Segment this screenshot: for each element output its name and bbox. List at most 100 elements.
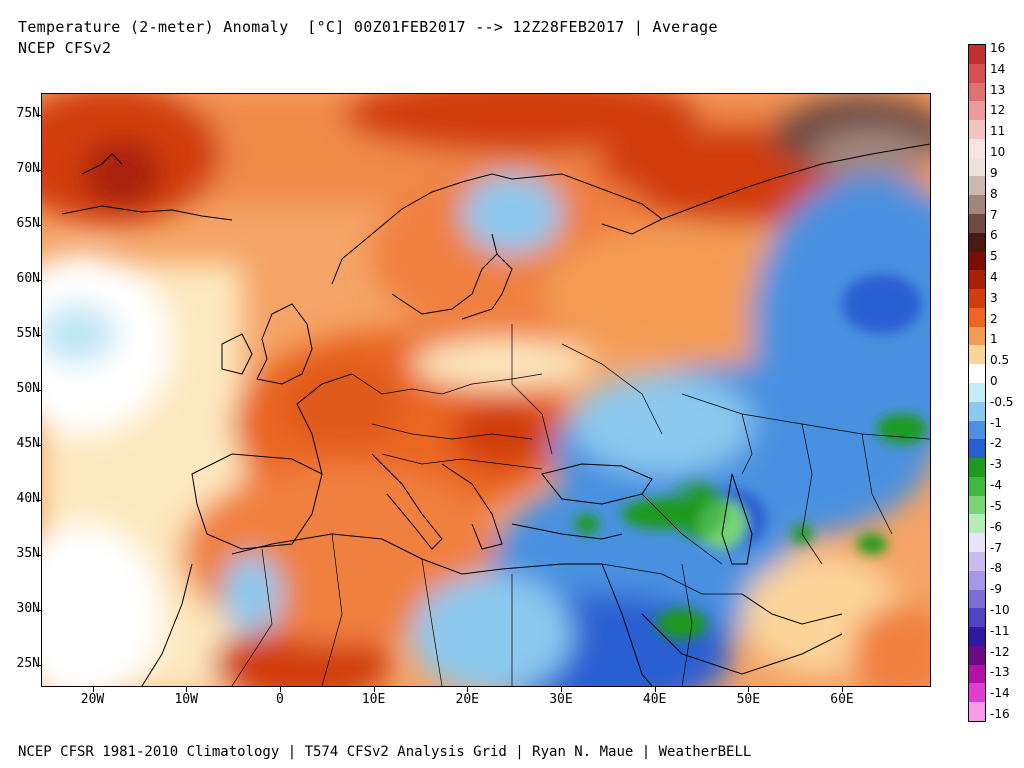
latitude-tick [36, 555, 41, 556]
longitude-label: 60E [830, 692, 854, 707]
longitude-label: 20E [455, 692, 479, 707]
latitude-tick [36, 225, 41, 226]
colorbar-label: 1 [990, 332, 998, 347]
colorbar-label: 0.5 [990, 353, 1010, 368]
colorbar-swatch [969, 82, 985, 102]
longitude-tick [467, 687, 469, 692]
latitude-label: 75N [16, 106, 40, 121]
latitude-label: 40N [16, 491, 40, 506]
colorbar-label: 7 [990, 207, 998, 222]
colorbar-swatch [969, 232, 985, 253]
latitude-label: 65N [16, 216, 40, 231]
colorbar-label: -14 [990, 686, 1010, 701]
colorbar-swatch [969, 458, 985, 478]
colorbar-label: 10 [990, 145, 1006, 160]
colorbar-swatch [969, 63, 985, 84]
longitude-tick [842, 687, 843, 692]
colorbar-swatch [969, 157, 985, 177]
colorbar-swatch [969, 495, 985, 515]
colorbar-label: -12 [990, 644, 1010, 659]
colorbar-swatch [969, 307, 985, 328]
colorbar-swatch [969, 627, 985, 647]
colorbar-swatch [969, 270, 985, 290]
colorbar-swatch [969, 101, 985, 121]
colorbar-swatch [969, 514, 985, 534]
latitude-label: 50N [16, 381, 40, 396]
strong-cold-patches [575, 274, 927, 639]
colorbar-swatch [969, 326, 985, 346]
colorbar-label: 0 [990, 374, 998, 388]
colorbar-swatch [969, 645, 985, 666]
colorbar-swatch [969, 214, 985, 234]
colorbar-label: -16 [990, 707, 1010, 721]
colorbar-label: 9 [990, 165, 998, 180]
latitude-label: 55N [16, 326, 40, 341]
colorbar [968, 44, 986, 722]
latitude-label: 60N [16, 271, 40, 286]
colorbar-label: -6 [990, 519, 1002, 534]
latitude-tick [36, 390, 41, 391]
colorbar-swatch [969, 195, 985, 215]
longitude-label: 20W [80, 692, 105, 707]
colorbar-swatch [969, 364, 985, 384]
longitude-tick [373, 687, 375, 692]
longitude-label: 30E [549, 692, 573, 707]
longitude-label: 40E [642, 692, 667, 707]
colorbar-swatch [969, 589, 985, 609]
colorbar-label: 3 [990, 290, 998, 305]
colorbar-label: -4 [990, 478, 1002, 493]
longitude-label: 10W [174, 692, 198, 707]
colorbar-swatch [969, 664, 985, 684]
footer-credits: NCEP CFSR 1981-2010 Climatology | T574 C… [18, 744, 752, 760]
colorbar-swatch [969, 570, 985, 591]
colorbar-swatch [969, 552, 985, 572]
latitude-tick [36, 280, 41, 281]
longitude-label: 50E [736, 692, 761, 707]
longitude-tick [560, 687, 562, 692]
colorbar-label: -8 [990, 561, 1002, 576]
colorbar-swatch [969, 289, 985, 309]
colorbar-label: -10 [990, 602, 1010, 617]
latitude-tick [36, 445, 41, 446]
temperature-anomaly-map [41, 93, 931, 687]
latitude-tick [36, 610, 41, 611]
colorbar-swatch [969, 439, 985, 459]
colorbar-label: 2 [990, 311, 998, 326]
colorbar-swatch [969, 683, 985, 703]
latitude-label: 70N [16, 161, 40, 176]
colorbar-label: 8 [990, 186, 998, 201]
colorbar-label: -11 [990, 623, 1010, 638]
colorbar-label: 16 [990, 41, 1006, 55]
model-subtitle: NCEP CFSv2 [18, 39, 112, 57]
coastlines [61, 143, 930, 686]
colorbar-label: -9 [990, 582, 1002, 597]
colorbar-swatch [969, 420, 985, 440]
anomaly-field [42, 94, 930, 686]
longitude-tick [748, 687, 750, 692]
colorbar-swatch [969, 533, 985, 553]
colorbar-label: -3 [990, 457, 1002, 472]
colorbar-swatch [969, 120, 985, 140]
longitude-tick [186, 687, 188, 692]
colorbar-label: -0.5 [990, 394, 1014, 409]
colorbar-swatch [969, 476, 985, 497]
latitude-tick [36, 170, 41, 171]
colorbar-label: -7 [990, 540, 1002, 555]
colorbar-label: -2 [990, 436, 1002, 451]
colorbar-label: 12 [990, 103, 1006, 118]
colorbar-swatch [969, 45, 985, 65]
latitude-tick [36, 115, 41, 116]
map-title: Temperature (2-meter) Anomaly [°C] 00Z01… [18, 18, 718, 36]
colorbar-swatch [969, 702, 985, 722]
longitude-tick [279, 687, 281, 692]
longitude-label: 10E [361, 692, 386, 707]
colorbar-label: 11 [990, 124, 1006, 139]
colorbar-label: 4 [990, 269, 998, 284]
colorbar-swatch [969, 251, 985, 271]
latitude-label: 35N [16, 546, 40, 561]
colorbar-label: 5 [990, 249, 998, 264]
colorbar-swatch [969, 608, 985, 628]
colorbar-label: 13 [990, 82, 1006, 97]
colorbar-swatch [969, 345, 985, 365]
latitude-tick [36, 335, 41, 336]
